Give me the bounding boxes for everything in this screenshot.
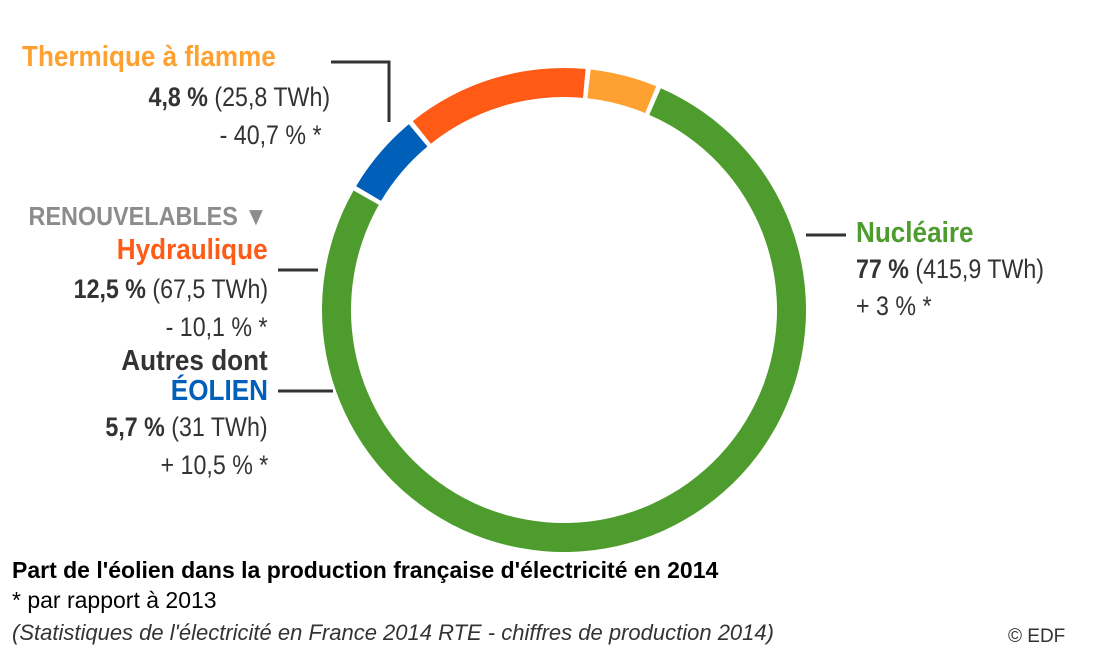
slice-value-nucleaire: 77 % (415,9 TWh) [856, 254, 1045, 284]
slice-label-thermique: Thermique à flamme [22, 41, 276, 73]
slice-value-eolien: 5,7 % (31 TWh) [105, 412, 268, 442]
slice-label-hydraulique: Hydraulique [117, 234, 268, 266]
slice-value-thermique: 4,8 % (25,8 TWh) [148, 82, 330, 112]
slice-change-nucleaire: + 3 % * [856, 291, 932, 321]
slice-label-nucleaire: Nucléaire [856, 217, 974, 249]
leader-thermique [331, 60, 391, 122]
slice-thermique [587, 69, 657, 114]
slice-value-hydraulique: 12,5 % (67,5 TWh) [73, 274, 268, 304]
chart-source: (Statistiques de l'électricité en France… [12, 620, 774, 645]
slice-eolien [356, 124, 428, 201]
renouvelables-group-label: RENOUVELABLES ▼ [29, 201, 268, 231]
chart-title: Part de l'éolien dans la production fran… [12, 557, 719, 583]
copyright-credit: © EDF [1008, 626, 1066, 647]
slice-label-eolien: ÉOLIEN [170, 375, 268, 407]
chart-footnote: * par rapport à 2013 [12, 587, 217, 613]
slice-change-eolien: + 10,5 % * [160, 450, 268, 480]
slice-change-thermique: - 40,7 % * [220, 120, 322, 150]
slice-hydraulique [412, 68, 586, 144]
slice-label-autres: Autres dont [121, 345, 268, 377]
slice-change-hydraulique: - 10,1 % * [166, 312, 268, 342]
